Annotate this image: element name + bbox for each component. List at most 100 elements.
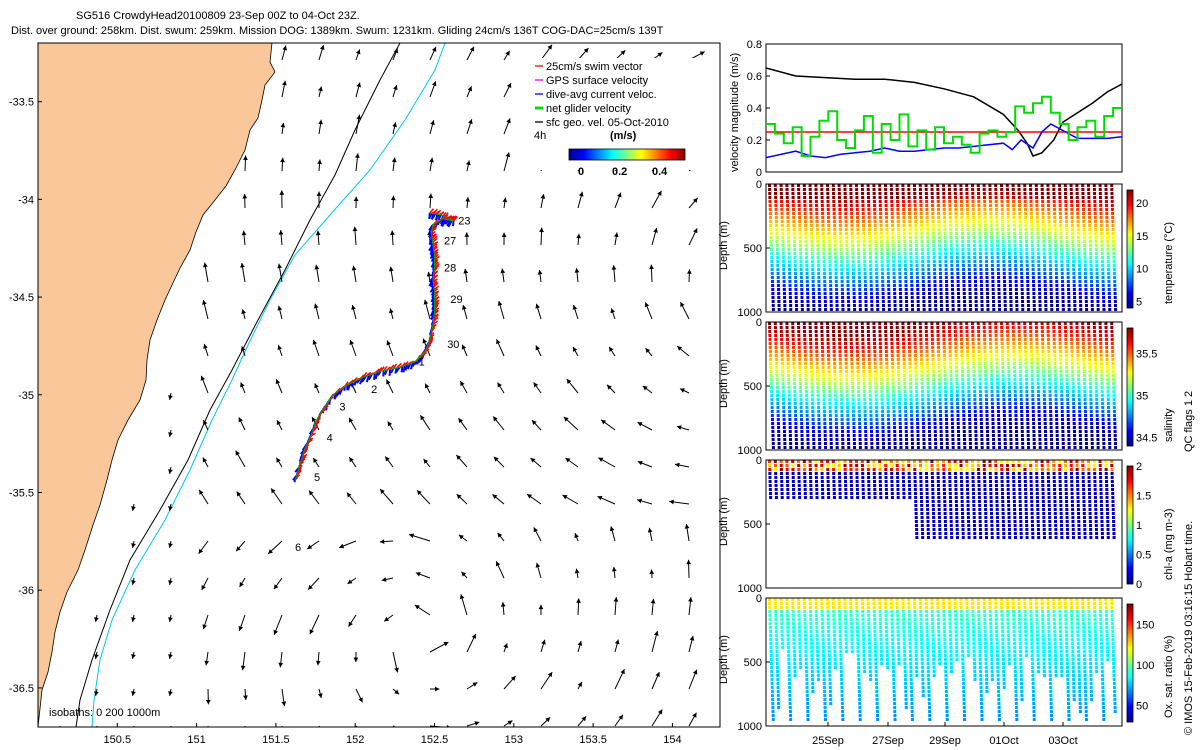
section-sample [1025, 398, 1029, 401]
section-sample [908, 212, 912, 215]
section-sample [776, 398, 780, 401]
section-sample [835, 426, 839, 429]
section-sample [776, 414, 780, 417]
section-sample [820, 322, 824, 325]
section-sample [1015, 296, 1019, 299]
dive-avg-current-vector [394, 367, 398, 374]
section-sample [1071, 248, 1075, 251]
section-sample [1024, 236, 1028, 239]
section-sample [938, 248, 942, 251]
section-sample [926, 378, 930, 381]
section-sample [1048, 244, 1052, 247]
section-sample [926, 256, 930, 259]
section-sample [1041, 216, 1045, 219]
section-sample [988, 330, 992, 333]
section-sample [851, 248, 855, 251]
section-sample [973, 268, 977, 271]
section-sample [918, 188, 922, 191]
section-sample [910, 414, 914, 417]
section-sample [840, 268, 844, 271]
section-sample [776, 284, 780, 287]
map-y-tick-label: -34.5 [9, 292, 34, 304]
section-sample [1104, 322, 1108, 325]
section-sample [1014, 276, 1018, 279]
section-sample [822, 244, 826, 247]
section-sample [1077, 264, 1081, 267]
section-sample [1081, 188, 1085, 191]
section-sample [936, 188, 940, 191]
section-sample [949, 224, 953, 227]
section-sample [793, 252, 797, 255]
section-sample [938, 382, 942, 385]
section-sample [1035, 342, 1039, 345]
section-sample [1101, 276, 1105, 279]
current-arrow-head [609, 526, 615, 532]
section-sample [870, 446, 874, 449]
section-sample [841, 434, 845, 437]
section-sample [820, 330, 824, 333]
section-sample [990, 264, 994, 267]
section-sample [827, 232, 831, 235]
section-sample [792, 354, 796, 357]
section-sample [920, 390, 924, 393]
section-sample [896, 212, 900, 215]
section-sample [955, 374, 959, 377]
section-sample [1053, 228, 1057, 231]
section-sample [1111, 350, 1115, 353]
section-sample [966, 220, 970, 223]
dive-avg-current-vector [452, 220, 455, 227]
current-arrow-head [393, 48, 399, 54]
section-sample [1026, 418, 1030, 421]
section-sample [799, 272, 803, 275]
section-sample [927, 414, 931, 417]
section-sample [812, 438, 816, 441]
section-sample [873, 204, 877, 207]
section-sample [1063, 322, 1067, 325]
section-sample [944, 260, 948, 263]
section-sample [976, 322, 980, 325]
section-sample [973, 264, 977, 267]
section-sample [914, 220, 918, 223]
section-sample [1112, 252, 1116, 255]
section-sample [793, 382, 797, 385]
section-sample [799, 264, 803, 267]
swim-vector [433, 280, 438, 286]
section-sample [892, 414, 896, 417]
section-sample [826, 460, 829, 463]
section-sample [1009, 288, 1013, 291]
swim-vector [433, 309, 440, 316]
section-sample [885, 366, 889, 369]
section-sample [973, 252, 977, 255]
section-sample [891, 232, 895, 235]
map-x-tick-label: 153.5 [579, 734, 607, 746]
swim-vector [433, 285, 440, 290]
section-sample [775, 374, 779, 377]
current-arrow-head [278, 230, 284, 235]
section-sample [996, 402, 1000, 405]
section-sample [770, 406, 774, 409]
section-sample [1059, 232, 1063, 235]
section-sample [839, 390, 843, 393]
section-sample [896, 342, 900, 345]
section-sample [826, 208, 830, 211]
section-sample [890, 346, 894, 349]
section-sample [885, 362, 889, 365]
section-sample [1030, 362, 1034, 365]
section-sample [1007, 366, 1011, 369]
section-sample [980, 442, 984, 445]
section-sample [995, 240, 999, 243]
section-sample [988, 192, 992, 195]
section-sample [1013, 394, 1017, 397]
section-sample [1026, 414, 1030, 417]
section-sample [949, 374, 953, 377]
section-sample [1088, 362, 1092, 365]
section-sample [1061, 438, 1065, 441]
section-sample [914, 232, 918, 235]
section-sample [788, 292, 792, 295]
section-sample [834, 272, 838, 275]
section-sample [972, 228, 976, 231]
section-sample [1002, 272, 1006, 275]
section-sample [1011, 322, 1015, 325]
section-sample [786, 342, 790, 345]
velocity-y-tick-label: 0.4 [747, 103, 762, 115]
